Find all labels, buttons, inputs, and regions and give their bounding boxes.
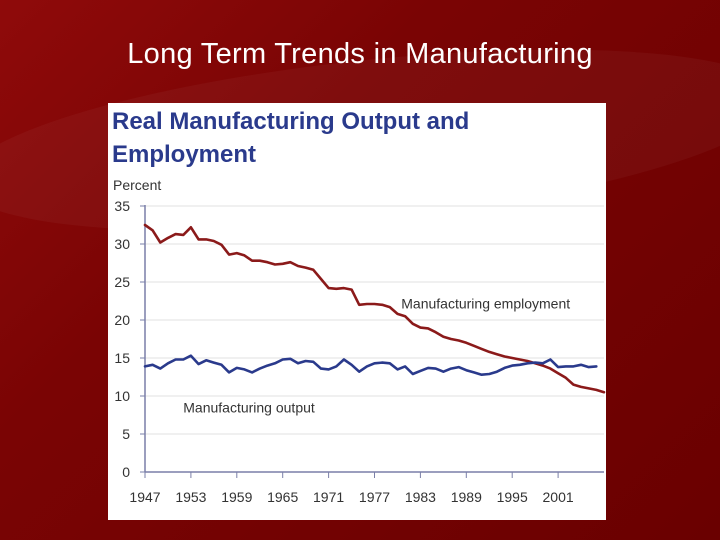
y-tick-label: 20 (114, 312, 130, 328)
chart-panel: Real Manufacturing Output and Employment… (108, 103, 606, 520)
x-tick-label: 1983 (405, 489, 436, 505)
x-tick-label: 1947 (129, 489, 160, 505)
y-tick-label: 5 (122, 426, 130, 442)
y-tick-label: 25 (114, 274, 130, 290)
x-tick-label: 2001 (543, 489, 574, 505)
y-tick-label: 10 (114, 388, 130, 404)
x-tick-label: 1989 (451, 489, 482, 505)
x-tick-label: 1965 (267, 489, 298, 505)
y-tick-label: 30 (114, 236, 130, 252)
x-tick-label: 1995 (497, 489, 528, 505)
y-axis-label: Percent (113, 177, 161, 193)
y-tick-label: 35 (114, 198, 130, 214)
series-label-output: Manufacturing output (183, 399, 315, 415)
y-tick-label: 15 (114, 350, 130, 366)
x-tick-label: 1971 (313, 489, 344, 505)
chart-title: Real Manufacturing Output and Employment (112, 108, 470, 168)
series-line-employment (143, 223, 606, 394)
line-chart: Percent 0 5 10 15 20 25 30 35 1947 1953 1959 1965 19… (113, 177, 606, 505)
series-label-employment: Manufacturing employment (401, 295, 570, 311)
x-tick-label: 1959 (221, 489, 252, 505)
y-tick-label: 0 (122, 464, 130, 480)
series-line-output (143, 354, 598, 377)
x-tick-label: 1953 (175, 489, 206, 505)
slide-title: Long Term Trends in Manufacturing (127, 38, 593, 70)
x-tick-label: 1977 (359, 489, 390, 505)
